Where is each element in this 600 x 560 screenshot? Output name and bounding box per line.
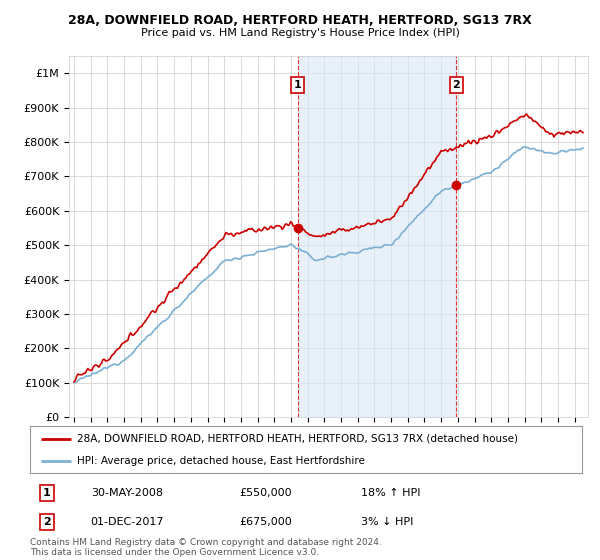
Text: Contains HM Land Registry data © Crown copyright and database right 2024.
This d: Contains HM Land Registry data © Crown c… <box>30 538 382 557</box>
Text: 28A, DOWNFIELD ROAD, HERTFORD HEATH, HERTFORD, SG13 7RX (detached house): 28A, DOWNFIELD ROAD, HERTFORD HEATH, HER… <box>77 434 518 444</box>
Text: 28A, DOWNFIELD ROAD, HERTFORD HEATH, HERTFORD, SG13 7RX: 28A, DOWNFIELD ROAD, HERTFORD HEATH, HER… <box>68 14 532 27</box>
Text: Price paid vs. HM Land Registry's House Price Index (HPI): Price paid vs. HM Land Registry's House … <box>140 28 460 38</box>
Text: £675,000: £675,000 <box>240 517 293 527</box>
Text: £550,000: £550,000 <box>240 488 292 498</box>
Text: 01-DEC-2017: 01-DEC-2017 <box>91 517 164 527</box>
Text: 30-MAY-2008: 30-MAY-2008 <box>91 488 163 498</box>
Text: 3% ↓ HPI: 3% ↓ HPI <box>361 517 413 527</box>
Text: 2: 2 <box>43 517 50 527</box>
Text: 1: 1 <box>43 488 50 498</box>
Text: 1: 1 <box>294 80 302 90</box>
Text: 18% ↑ HPI: 18% ↑ HPI <box>361 488 421 498</box>
Text: 2: 2 <box>452 80 460 90</box>
Text: HPI: Average price, detached house, East Hertfordshire: HPI: Average price, detached house, East… <box>77 456 365 466</box>
